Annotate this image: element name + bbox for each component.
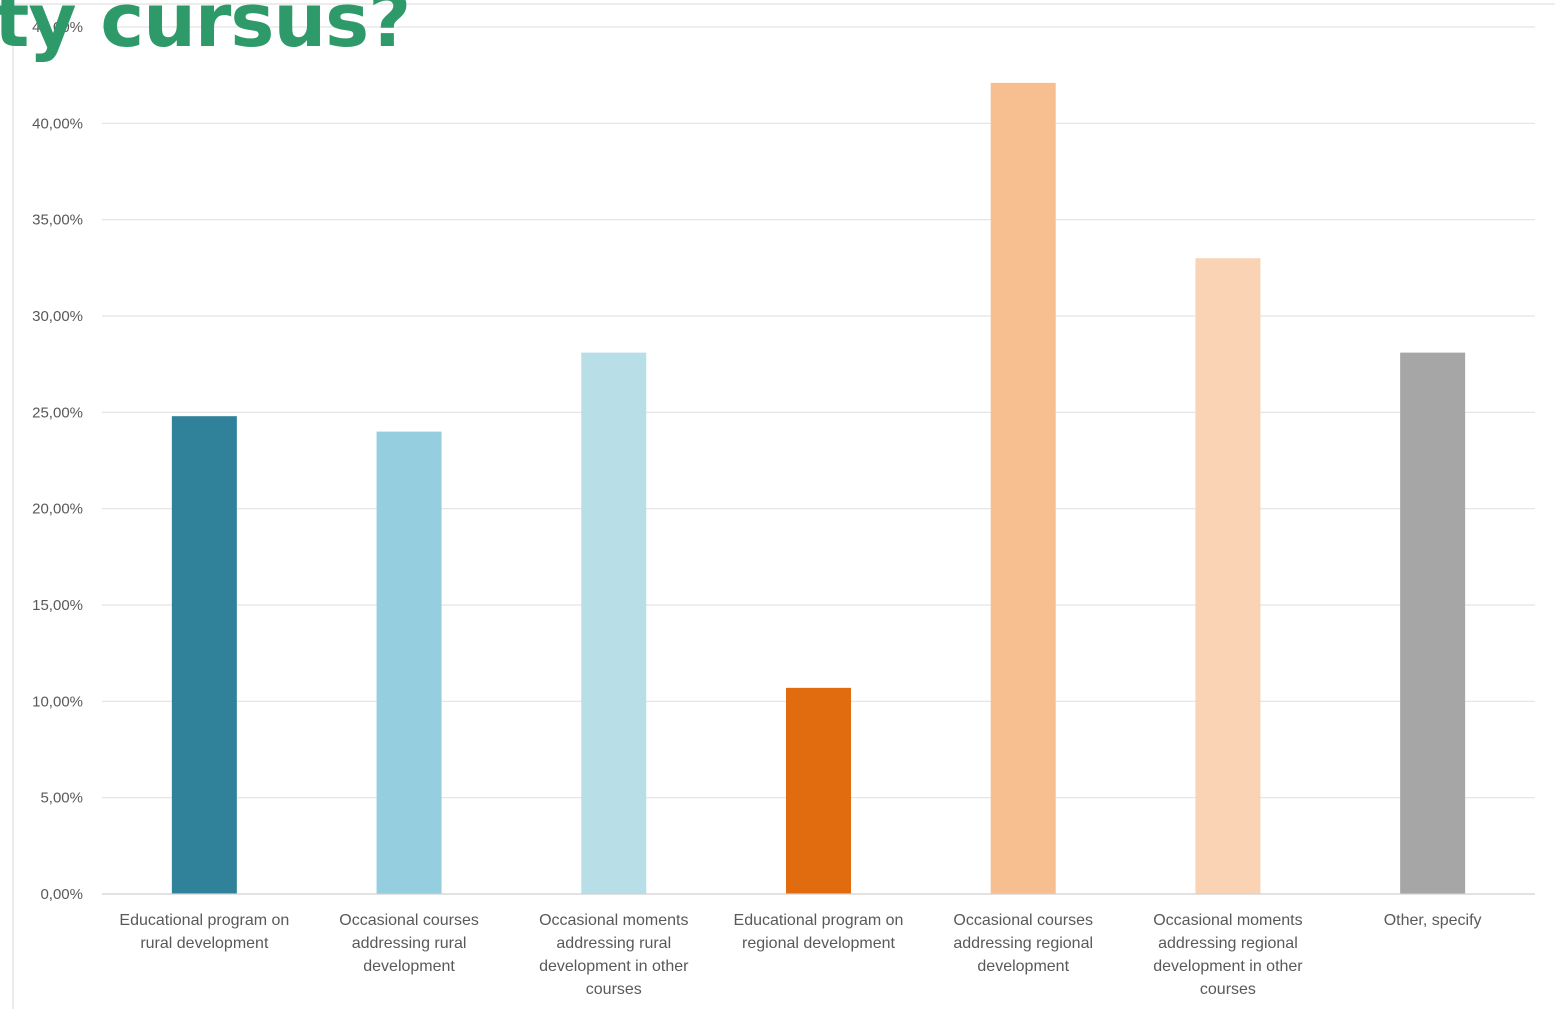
x-axis-category-labels: Educational program on rural development O…: [119, 912, 1481, 998]
bar: [990, 82, 1056, 894]
y-tick-label: 5,00%: [40, 790, 83, 807]
x-tick-label: Other, specify: [1384, 912, 1482, 929]
x-tick-label: Occasional courses addressing regional dev…: [953, 912, 1093, 975]
y-tick-label: 20,00%: [32, 501, 83, 518]
page-title-fragment: ty cursus?: [0, 0, 411, 64]
bar: [171, 416, 237, 894]
x-tick-label: Educational program on rural development: [119, 912, 289, 952]
bar: [1400, 352, 1466, 894]
bar: [1195, 258, 1261, 894]
x-tick-label: Occasional moments addressing regional dev…: [1153, 912, 1303, 998]
y-axis-tick-labels: 0,00% 5,00% 10,00% 15,00% 20,00% 25,00% 30,00%…: [32, 19, 83, 903]
y-tick-label: 30,00%: [32, 308, 83, 325]
y-tick-label: 0,00%: [40, 886, 83, 903]
y-tick-label: 40,00%: [32, 115, 83, 132]
bars: [171, 82, 1466, 894]
bar: [376, 431, 442, 894]
y-tick-label: 10,00%: [32, 693, 83, 710]
x-tick-label: Educational program on regional developme…: [734, 912, 904, 952]
y-tick-label: 25,00%: [32, 404, 83, 421]
bar: [786, 687, 851, 894]
x-tick-label: Occasional courses addressing rural develo…: [339, 912, 479, 975]
gridlines: [102, 26, 1535, 799]
y-tick-label: 35,00%: [32, 212, 83, 229]
x-tick-label: Occasional moments addressing rural develo…: [539, 912, 689, 998]
bar: [581, 352, 647, 894]
y-tick-label: 45,00%: [32, 19, 83, 36]
y-tick-label: 15,00%: [32, 597, 83, 614]
